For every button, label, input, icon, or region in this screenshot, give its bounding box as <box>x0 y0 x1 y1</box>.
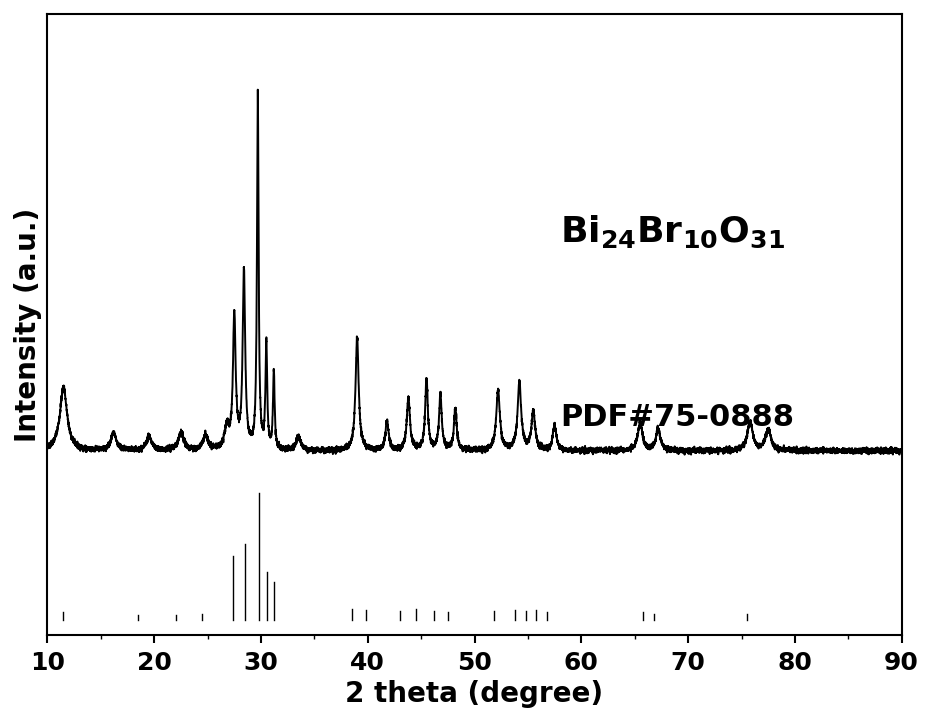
X-axis label: 2 theta (degree): 2 theta (degree) <box>345 680 604 708</box>
Text: $\mathbf{Bi_{24}Br_{10}O_{31}}$: $\mathbf{Bi_{24}Br_{10}O_{31}}$ <box>560 213 785 250</box>
Text: PDF#75-0888: PDF#75-0888 <box>560 404 794 432</box>
Y-axis label: Intensity (a.u.): Intensity (a.u.) <box>14 207 42 442</box>
